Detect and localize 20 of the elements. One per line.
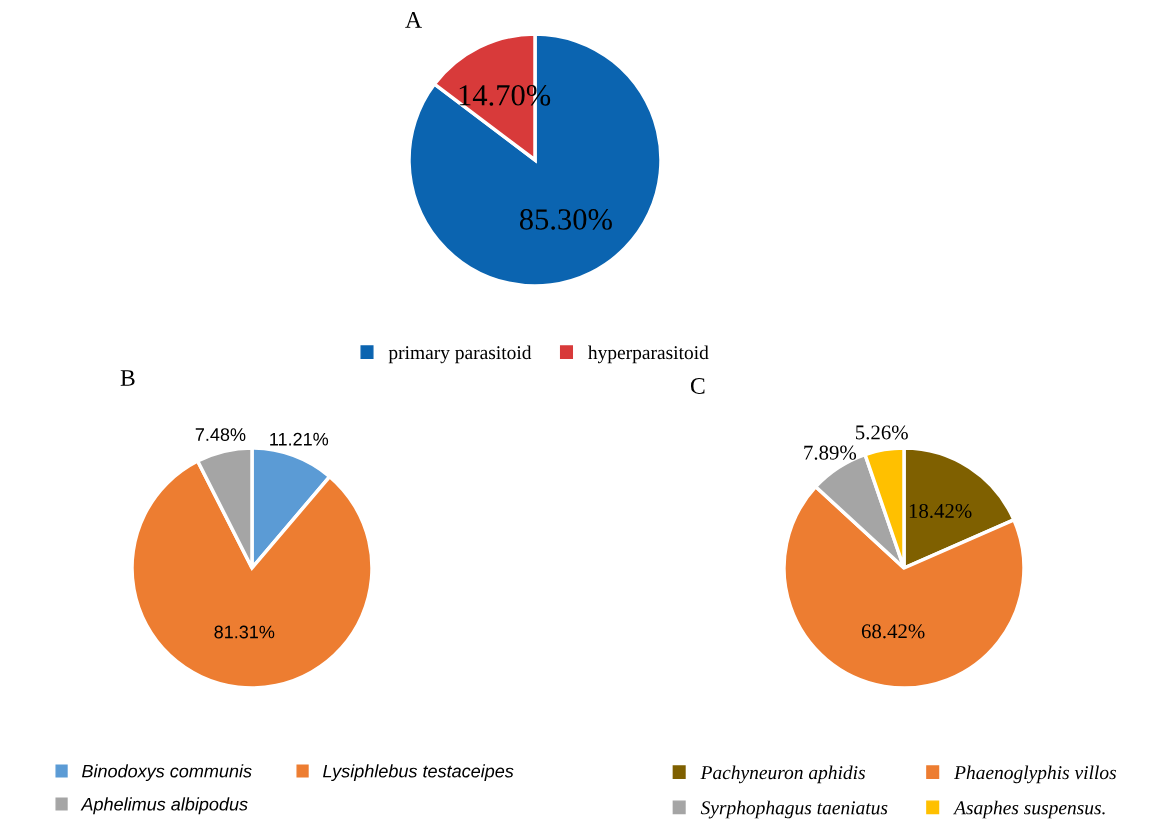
data-label: 7.89%: [804, 445, 857, 460]
legend-label: Asaphes suspensus.: [953, 800, 1105, 819]
legend-label: Phaenoglyphis villos: [954, 765, 1117, 784]
legend-label: hyperparasitoid: [588, 345, 709, 364]
chart-title: C: [690, 378, 705, 394]
data-label: 5.26%: [856, 425, 908, 440]
chart-title: A: [405, 12, 422, 28]
data-label: 11.21%: [270, 432, 329, 446]
data-label: 85.30%: [519, 209, 612, 230]
legend-label: Syrphophagus taeniatus: [700, 800, 888, 819]
data-label: 68.42%: [861, 624, 925, 639]
legend-label: primary parasitoid: [388, 345, 532, 364]
data-label: 81.31%: [214, 625, 275, 639]
legend-label: Pachyneuron aphidis: [700, 765, 866, 784]
legend-label: Aphelimus albipodus: [80, 797, 248, 815]
legend-label: Binodoxys communis: [82, 764, 252, 782]
chart-title: B: [120, 370, 135, 386]
data-label: 7.48%: [195, 428, 246, 441]
data-label: 18.42%: [909, 503, 972, 519]
legend-label: Lysiphlebus testaceipes: [323, 764, 514, 782]
